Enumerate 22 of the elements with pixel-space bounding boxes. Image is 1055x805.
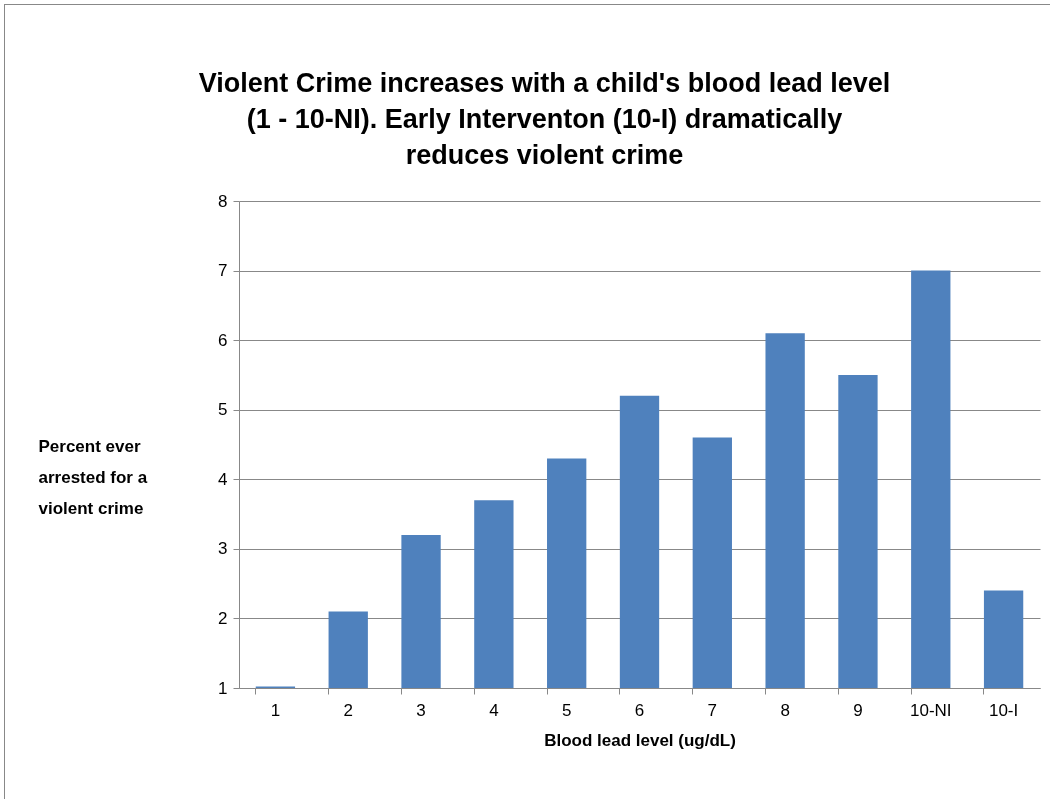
x-tick-label: 9 <box>853 700 863 720</box>
y-axis-title: Percent ever arrested for a violent crime <box>38 436 148 518</box>
chart-title: Violent Crime increases with a child's blood lead level (1 - 10-NI). Early Interventon (10-I) dramatically reduces violent crime <box>198 68 891 170</box>
y-tick-label: 3 <box>218 539 228 559</box>
x-tick-label: 10-I <box>988 700 1019 720</box>
x-tick-label: 2 <box>343 700 353 720</box>
x-tick-label: 10-NI <box>909 700 952 720</box>
x-tick-label: 5 <box>561 700 572 720</box>
x-tick-label: 7 <box>707 700 718 720</box>
x-tick-label: 3 <box>416 700 426 720</box>
y-tick-label: 4 <box>218 469 228 489</box>
y-tick-label: 1 <box>218 678 228 698</box>
x-tick-label: 1 <box>270 700 281 720</box>
y-tick-label: 6 <box>218 330 228 350</box>
x-axis-title: Blood lead level (ug/dL) <box>544 730 736 750</box>
x-tick-label: 6 <box>634 700 645 720</box>
x-tick-label: 4 <box>489 700 499 720</box>
y-tick-label: 8 <box>218 191 228 211</box>
y-tick-label: 5 <box>218 400 228 420</box>
x-tick-label: 8 <box>780 700 790 720</box>
y-tick-label: 2 <box>218 608 228 628</box>
y-tick-label: 7 <box>218 261 228 281</box>
